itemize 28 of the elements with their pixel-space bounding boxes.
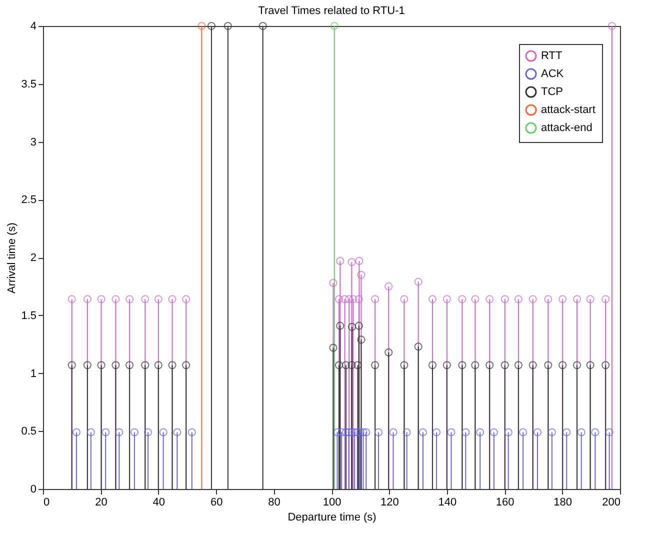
- legend-label: attack-start: [541, 104, 596, 116]
- x-tick-label: 180: [554, 496, 572, 508]
- y-tick-label: 0: [30, 484, 36, 496]
- legend-label: ACK: [541, 68, 564, 80]
- y-tick-label: 1: [30, 368, 36, 380]
- x-tick-label: 80: [268, 496, 280, 508]
- legend-label: TCP: [541, 86, 563, 98]
- x-tick-label: 120: [380, 496, 399, 508]
- chart-title: Travel Times related to RTU-1: [258, 5, 405, 17]
- y-tick-label: 2: [30, 252, 36, 264]
- x-tick-label: 40: [152, 496, 166, 508]
- x-tick-label: 100: [322, 496, 342, 508]
- x-tick-label: 200: [602, 496, 620, 508]
- x-tick-label: 160: [496, 496, 514, 508]
- x-tick-label: 60: [210, 496, 223, 508]
- y-tick-label: 3.5: [21, 78, 36, 90]
- y-tick-label: 3: [30, 136, 36, 148]
- x-tick-label: 20: [95, 496, 108, 508]
- y-tick-label: 4: [30, 20, 36, 32]
- y-tick-label: 2.5: [21, 194, 36, 206]
- legend-label: RTT: [541, 50, 562, 62]
- y-tick-label: 1.5: [21, 310, 36, 322]
- x-axis-title: Departure time (s): [288, 512, 376, 524]
- legend-label: attack-end: [541, 122, 592, 134]
- x-tick-label: 0: [44, 496, 50, 508]
- y-tick-label: 0.5: [21, 426, 36, 438]
- y-axis-title: Arrival time (s): [6, 222, 18, 294]
- x-tick-label: 140: [438, 496, 457, 508]
